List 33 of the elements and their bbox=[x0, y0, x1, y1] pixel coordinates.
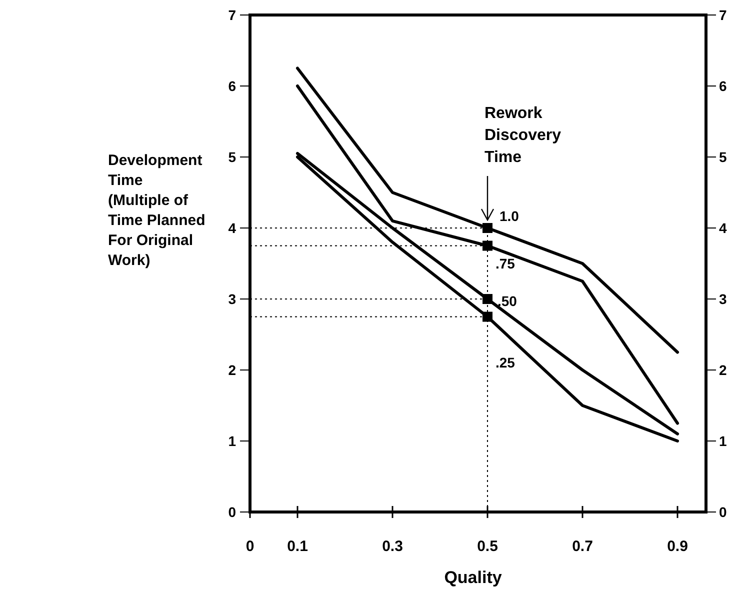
point bbox=[482, 240, 492, 251]
y2-tick-label: 1 bbox=[719, 432, 727, 449]
y-axis-title: Development Time (Multiple of Time Planned For Original Work) bbox=[108, 152, 206, 269]
y2-tick-label: 4 bbox=[719, 220, 727, 236]
y-tick-label: 2 bbox=[228, 362, 236, 378]
y-tick-label: 3 bbox=[228, 290, 236, 307]
y-tick-label: 7 bbox=[228, 6, 236, 23]
legend-label: 1.0 bbox=[500, 208, 520, 224]
x-tick-label: 0.3 bbox=[382, 538, 403, 555]
y-tick-label: 0 bbox=[228, 504, 236, 520]
y2-tick-label: 2 bbox=[719, 362, 727, 378]
y-tick-label: 4 bbox=[228, 220, 236, 236]
y2-tick-label: 5 bbox=[719, 148, 727, 165]
x-axis-title: Quality bbox=[444, 568, 502, 587]
series-label: .25 bbox=[496, 354, 516, 371]
point bbox=[482, 294, 492, 304]
series-label: .75 bbox=[496, 256, 516, 272]
annotation: Rework Discovery Time bbox=[484, 105, 562, 166]
y2-tick-label: 0 bbox=[719, 504, 727, 520]
series-label: .50 bbox=[498, 292, 518, 309]
x-tick-label: 0.7 bbox=[572, 538, 593, 555]
y2-tick-label: 7 bbox=[719, 6, 727, 23]
y-tick-label: 5 bbox=[228, 148, 236, 165]
y-tick-label: 1 bbox=[228, 432, 236, 449]
x-tick-label: 0.5 bbox=[477, 538, 498, 555]
x-tick-label: 0.9 bbox=[667, 538, 688, 555]
point bbox=[482, 312, 492, 322]
y-tick-label: 6 bbox=[228, 78, 236, 94]
x-tick-label: 0.1 bbox=[287, 538, 308, 555]
x-tick-label: 0 bbox=[246, 538, 254, 555]
y2-tick-label: 6 bbox=[719, 78, 727, 94]
point bbox=[482, 223, 492, 233]
y2-tick-label: 3 bbox=[719, 290, 727, 307]
